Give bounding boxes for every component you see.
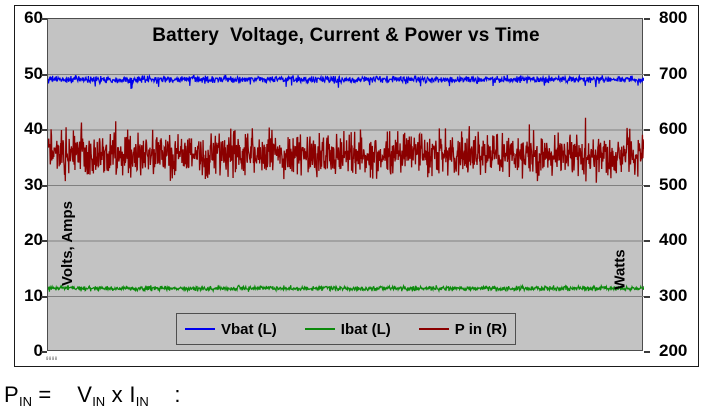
left-axis-tick-mark [41, 295, 47, 298]
legend-line-swatch [304, 328, 335, 330]
formula-operator: x [105, 382, 130, 407]
right-axis-tick-mark [644, 18, 650, 20]
legend-label: Vbat (L) [220, 320, 277, 338]
left-axis-tick-label: 20 [24, 230, 43, 249]
x-axis-origin-micro-label: 0000 [46, 356, 58, 361]
right-axis-tick-label: 200 [659, 341, 688, 360]
legend-item: Vbat (L) [184, 320, 277, 338]
right-axis-tick-mark [644, 73, 650, 76]
left-axis-tick-label: 30 [24, 174, 43, 194]
plot-area: Volts, Amps Watts [47, 18, 644, 351]
legend-line-swatch [418, 328, 449, 330]
right-axis-tick-mark [644, 240, 650, 242]
right-axis-tick-label: 500 [659, 174, 688, 194]
legend-label: Ibat (L) [340, 320, 391, 338]
right-axis-tick-mark [644, 295, 650, 298]
left-axis-tick-label: 50 [24, 63, 43, 83]
formula-symbol: IIN [129, 382, 149, 409]
left-axis-tick-mark [41, 240, 47, 242]
left-axis-tick-label: 10 [24, 285, 43, 305]
right-axis-tick-label: 700 [659, 63, 688, 83]
legend-item: Ibat (L) [304, 320, 391, 338]
formula-operator: : [148, 382, 181, 407]
left-axis-tick-mark [41, 73, 47, 76]
chart-container: Volts, Amps Watts Battery Voltage, Curre… [14, 5, 699, 367]
legend-item: P in (R) [418, 320, 508, 338]
left-axis-title: Volts, Amps [59, 200, 77, 287]
series-line-ibat-l [48, 283, 644, 294]
right-axis-tick-label: 300 [659, 285, 688, 305]
right-axis-tick-mark [644, 351, 650, 353]
right-axis-tick-mark [644, 129, 650, 131]
legend-box: Vbat (L) Ibat (L) P in (R) [176, 313, 516, 345]
formula-symbol: VIN [77, 382, 106, 409]
formula-operator: = [31, 382, 78, 407]
right-axis-tick-label: 400 [659, 230, 688, 249]
left-axis-tick-mark [41, 129, 47, 131]
left-axis-tick-label: 0 [33, 341, 43, 360]
chart-canvas [48, 73, 644, 297]
series-line-p-in-r [48, 117, 644, 183]
right-axis-tick-mark [644, 184, 650, 187]
left-axis-tick-mark [41, 351, 47, 353]
series-line-vbat-l [48, 73, 644, 89]
chart-title: Battery Voltage, Current & Power vs Time [152, 25, 540, 46]
left-axis-tick-mark [41, 18, 47, 20]
left-axis-tick-label: 60 [24, 8, 43, 27]
left-axis-tick-label: 40 [24, 119, 43, 138]
left-axis-tick-mark [41, 184, 47, 187]
formula-symbol: PIN [4, 382, 32, 409]
formula-text: PIN = VIN x IIN : [4, 382, 181, 409]
legend-line-swatch [184, 328, 215, 330]
right-axis-title: Watts [611, 249, 629, 290]
right-axis-tick-label: 600 [659, 119, 688, 138]
legend-label: P in (R) [454, 320, 508, 338]
right-axis-tick-label: 800 [659, 8, 688, 27]
